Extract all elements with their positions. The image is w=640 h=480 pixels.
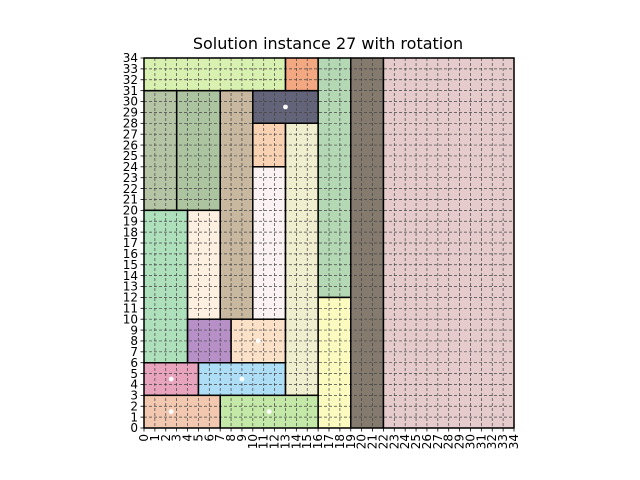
x-tick-label: 16 bbox=[311, 434, 325, 449]
y-tick-label: 5 bbox=[130, 367, 138, 381]
y-tick-label: 17 bbox=[123, 236, 138, 250]
y-tick-label: 29 bbox=[123, 106, 138, 120]
x-tick-label: 13 bbox=[278, 434, 292, 449]
packed-rectangle-13 bbox=[144, 90, 177, 211]
marker-dot-3 bbox=[168, 376, 174, 382]
y-tick-label: 12 bbox=[123, 291, 138, 305]
x-tick-label: 9 bbox=[235, 434, 249, 442]
x-tick-label: 31 bbox=[474, 434, 488, 449]
x-tick-label: 8 bbox=[224, 434, 238, 442]
x-tick-label: 4 bbox=[181, 434, 195, 442]
x-tick-label: 12 bbox=[268, 434, 282, 449]
y-tick-label: 0 bbox=[130, 421, 138, 435]
x-tick-label: 29 bbox=[453, 434, 467, 449]
y-tick-label: 25 bbox=[123, 149, 138, 163]
x-tick-label: 6 bbox=[202, 434, 216, 442]
marker-dot-5 bbox=[255, 338, 261, 344]
y-tick-label: 10 bbox=[123, 312, 138, 326]
packed-rectangle-12 bbox=[285, 123, 319, 396]
y-tick-label: 4 bbox=[130, 378, 138, 392]
x-tick-label: 1 bbox=[148, 434, 162, 442]
y-tick-label: 15 bbox=[123, 258, 138, 272]
y-tick-label: 7 bbox=[130, 345, 138, 359]
y-tick-label: 8 bbox=[130, 334, 138, 348]
x-tick-label: 17 bbox=[322, 434, 336, 449]
x-tick-label: 3 bbox=[170, 434, 184, 442]
x-tick-label: 23 bbox=[387, 434, 401, 449]
y-tick-label: 1 bbox=[130, 410, 138, 424]
x-tick-label: 24 bbox=[398, 434, 412, 449]
x-tick-label: 20 bbox=[355, 434, 369, 449]
marker-dot-1 bbox=[168, 409, 174, 415]
y-tick-label: 3 bbox=[130, 389, 138, 403]
x-tick-label: 2 bbox=[159, 434, 173, 442]
x-tick-label: 25 bbox=[409, 434, 423, 449]
x-tick-label: 21 bbox=[366, 434, 380, 449]
packed-rectangle-16 bbox=[144, 58, 286, 91]
packed-rectangle-9 bbox=[220, 90, 253, 320]
marker-dot-4 bbox=[239, 376, 245, 382]
y-tick-label: 26 bbox=[123, 138, 138, 152]
y-tick-label: 20 bbox=[123, 204, 138, 218]
y-tick-label: 6 bbox=[130, 356, 138, 370]
y-tick-label: 34 bbox=[123, 51, 138, 65]
x-tick-label: 5 bbox=[191, 434, 205, 442]
y-tick-label: 9 bbox=[130, 323, 138, 337]
y-tick-label: 11 bbox=[123, 301, 138, 315]
y-tick-label: 31 bbox=[123, 84, 138, 98]
y-tick-label: 23 bbox=[123, 171, 138, 185]
y-tick-label: 21 bbox=[123, 193, 138, 207]
x-tick-label: 0 bbox=[137, 434, 151, 442]
y-axis-ticks: 0123456789101112131415161718192021222324… bbox=[123, 51, 144, 435]
x-tick-label: 28 bbox=[442, 434, 456, 449]
x-tick-label: 27 bbox=[431, 434, 445, 449]
chart-title: Solution instance 27 with rotation bbox=[193, 34, 463, 53]
y-tick-label: 22 bbox=[123, 182, 138, 196]
y-tick-label: 32 bbox=[123, 73, 138, 87]
y-tick-label: 13 bbox=[123, 280, 138, 294]
y-tick-label: 33 bbox=[123, 62, 138, 76]
y-tick-label: 27 bbox=[123, 127, 138, 141]
y-tick-label: 14 bbox=[123, 269, 138, 283]
x-tick-label: 10 bbox=[246, 434, 260, 449]
x-tick-label: 11 bbox=[257, 434, 271, 449]
x-tick-label: 18 bbox=[333, 434, 347, 449]
x-tick-label: 26 bbox=[420, 434, 434, 449]
x-axis-ticks: 0123456789101112131415161718192021222324… bbox=[137, 428, 521, 449]
y-tick-label: 2 bbox=[130, 399, 138, 413]
y-tick-label: 30 bbox=[123, 95, 138, 109]
marker-dot-6 bbox=[283, 104, 288, 110]
packed-rectangle-1 bbox=[144, 395, 221, 428]
packed-rectangle-17 bbox=[285, 58, 319, 91]
y-tick-label: 19 bbox=[123, 214, 138, 228]
x-tick-label: 19 bbox=[344, 434, 358, 449]
y-tick-label: 24 bbox=[123, 160, 138, 174]
x-tick-label: 15 bbox=[300, 434, 314, 449]
marker-dot-2 bbox=[266, 409, 272, 415]
x-tick-label: 32 bbox=[485, 434, 499, 449]
x-tick-label: 30 bbox=[463, 434, 477, 449]
x-tick-label: 33 bbox=[496, 434, 510, 449]
x-tick-label: 34 bbox=[507, 434, 521, 449]
y-tick-label: 18 bbox=[123, 225, 138, 239]
y-tick-label: 16 bbox=[123, 247, 138, 261]
markers-layer bbox=[168, 104, 288, 415]
x-tick-label: 14 bbox=[289, 434, 303, 449]
x-tick-label: 7 bbox=[213, 434, 227, 442]
x-tick-label: 22 bbox=[376, 434, 390, 449]
y-tick-label: 28 bbox=[123, 116, 138, 130]
